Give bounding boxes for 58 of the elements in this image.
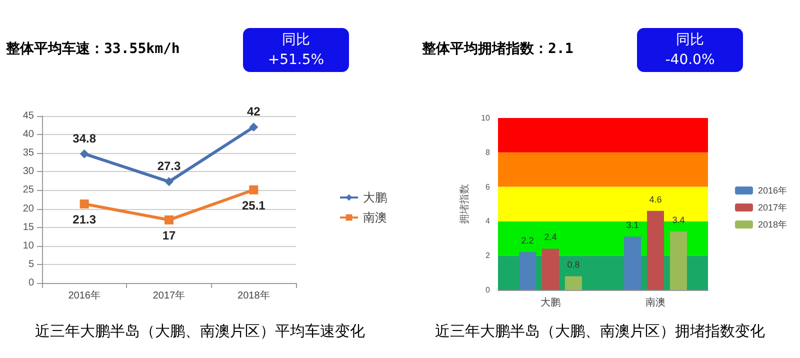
point xyxy=(80,149,89,158)
legend-label: 南澳 xyxy=(363,210,387,224)
bar xyxy=(624,236,642,290)
y-tick-label: 10 xyxy=(22,240,34,252)
bar xyxy=(647,210,664,290)
data-label: 42 xyxy=(246,104,261,119)
bar xyxy=(670,232,687,290)
bar xyxy=(564,276,582,290)
x-tick-label: 大鹏 xyxy=(540,296,560,308)
x-tick-label: 2017年 xyxy=(152,290,186,302)
data-label: 2.2 xyxy=(521,236,534,246)
x-tick-label: 2018年 xyxy=(238,290,270,302)
y-tick-label: 20 xyxy=(22,203,34,214)
data-label: 3.1 xyxy=(626,220,639,230)
point xyxy=(249,185,258,194)
bar xyxy=(542,248,559,290)
y-tick-label: 2 xyxy=(486,251,491,260)
bar xyxy=(519,252,536,290)
text: 同比 xyxy=(676,32,704,48)
point xyxy=(249,122,258,132)
y-tick-label: 15 xyxy=(22,222,34,233)
point xyxy=(80,199,89,208)
x-tick-label: 南澳 xyxy=(646,296,666,308)
text: +51.5% xyxy=(268,52,324,68)
y-tick-label: 5 xyxy=(28,258,34,270)
y-tick-label: 40 xyxy=(22,129,34,140)
text: -40.0% xyxy=(665,52,715,68)
legend-label: 2018年 xyxy=(758,220,788,230)
text: 近三年大鹏半岛（大鹏、南澳片区）平均车速变化 xyxy=(34,322,366,341)
point xyxy=(164,177,174,186)
x-tick-label: 2016年 xyxy=(68,290,100,302)
data-label: 2.4 xyxy=(544,232,557,242)
y-tick-label: 25 xyxy=(22,184,34,196)
data-label: 0.8 xyxy=(567,260,580,270)
legend-label: 大鹏 xyxy=(363,190,387,204)
legend-label: 2016年 xyxy=(758,186,788,196)
data-label: 17 xyxy=(162,228,176,242)
y-axis-title: 拥堵指数 xyxy=(458,184,471,224)
y-tick-label: 45 xyxy=(22,110,34,122)
data-label: 21.3 xyxy=(72,212,96,226)
y-tick-label: 35 xyxy=(22,148,34,159)
y-tick-label: 4 xyxy=(486,216,491,226)
data-label: 4.6 xyxy=(649,194,662,204)
y-tick-label: 0 xyxy=(486,286,491,294)
data-label: 34.8 xyxy=(72,131,96,146)
data-label: 27.3 xyxy=(157,159,181,174)
text: 近三年大鹏半岛（大鹏、南澳片区）拥堵指数变化 xyxy=(434,322,766,341)
y-tick-label: 8 xyxy=(486,148,491,157)
y-tick-label: 6 xyxy=(486,182,491,192)
point xyxy=(164,215,174,224)
chart-title: 整体平均车速：33.55km/h xyxy=(6,40,180,58)
y-tick-label: 10 xyxy=(481,114,491,122)
chart-title: 整体平均拥堵指数：2.1 xyxy=(422,40,574,58)
y-tick-label: 0 xyxy=(28,278,34,288)
data-label: 25.1 xyxy=(242,198,266,212)
text: 同比 xyxy=(282,32,310,48)
legend-label: 2017年 xyxy=(758,202,788,212)
y-tick-label: 30 xyxy=(22,166,34,178)
